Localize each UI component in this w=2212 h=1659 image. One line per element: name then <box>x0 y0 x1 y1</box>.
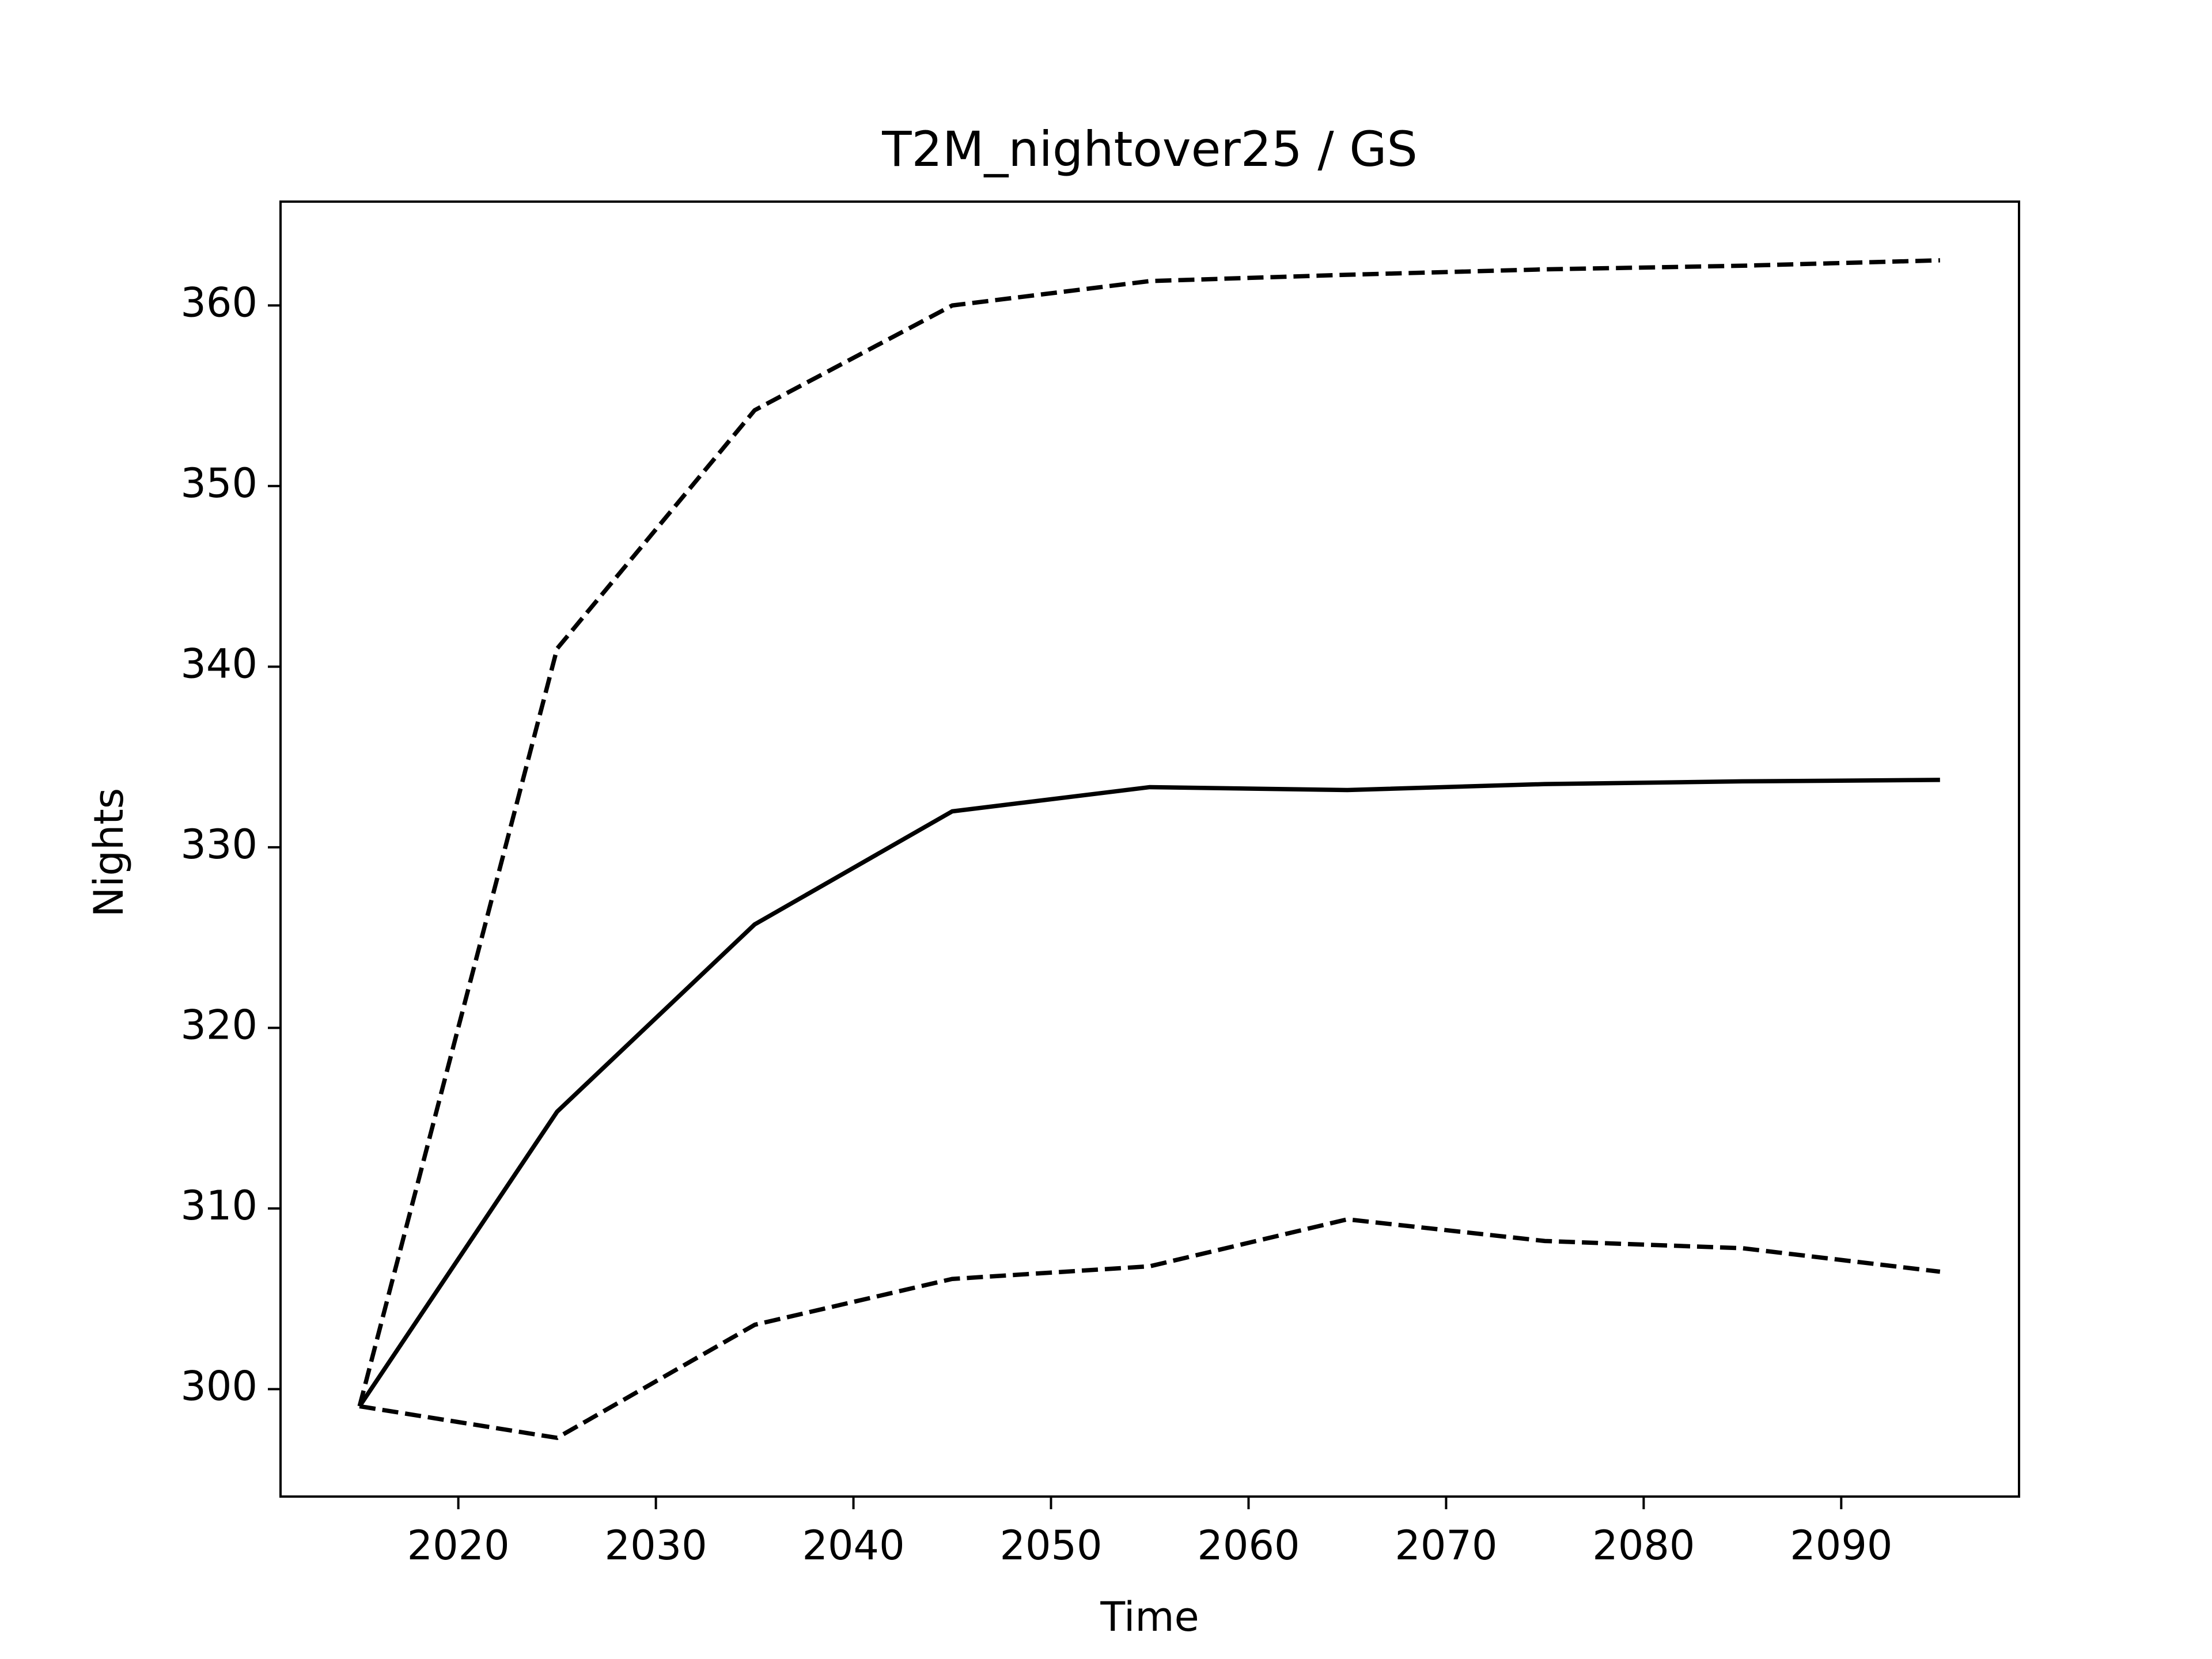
series-line <box>357 258 1940 1407</box>
y-tick-label: 310 <box>180 1182 257 1229</box>
series-line <box>358 778 1940 1408</box>
y-tick-label: 350 <box>180 460 257 507</box>
x-tick-label: 2080 <box>1592 1522 1695 1569</box>
x-tick-label: 2020 <box>407 1522 510 1569</box>
x-tick-label: 2090 <box>1790 1522 1892 1569</box>
series-line <box>359 1217 1941 1440</box>
x-tick-label: 2060 <box>1197 1522 1300 1569</box>
x-axis-label: Time <box>1100 1593 1199 1641</box>
plot-frame <box>279 200 2020 1498</box>
y-tick-label: 360 <box>180 279 257 326</box>
y-tick-label: 330 <box>180 821 257 868</box>
x-tick-label: 2030 <box>605 1522 707 1569</box>
y-tick-label: 340 <box>180 640 257 687</box>
y-tick-label: 300 <box>180 1362 257 1410</box>
x-tick-label: 2050 <box>999 1522 1102 1569</box>
y-tick-label: 320 <box>180 1001 257 1048</box>
x-tick-label: 2070 <box>1395 1522 1497 1569</box>
y-axis-label: Nights <box>85 788 132 918</box>
x-tick-label: 2040 <box>802 1522 904 1569</box>
chart-title: T2M_nightover25 / GS <box>881 121 1418 177</box>
